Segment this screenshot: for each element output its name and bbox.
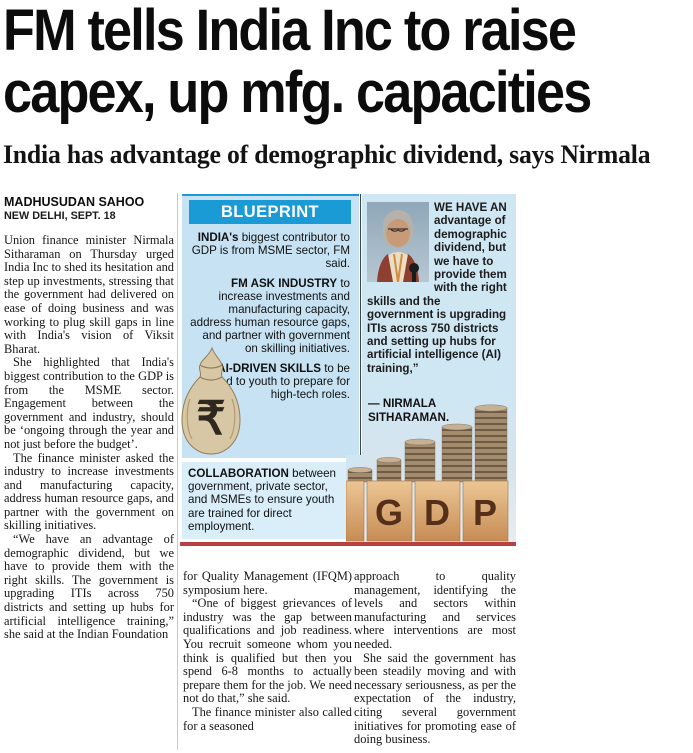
body-paragraph: for Quality Management (IFQM) symposium … [183, 569, 352, 597]
body-paragraph: “We have an advantage of demographic div… [4, 532, 174, 642]
nirmala-sitharaman-photo [367, 202, 429, 282]
body-paragraph: She said the government has been steadil… [354, 650, 516, 747]
headline-line-2-text: capex, up mfg. capacities [3, 60, 592, 125]
body-paragraph: Union finance minister Nirmala Sitharama… [4, 233, 174, 356]
quote-body: advantage of demographic dividend, but w… [367, 214, 507, 375]
body-paragraph: “One of biggest grievances of industry w… [183, 596, 352, 706]
headline-line-1-text: FM tells India Inc to raise [3, 0, 577, 63]
blueprint-item-lead: INDIA's [197, 231, 239, 244]
column-rule [177, 193, 178, 750]
quote-lead: WE HAVE AN [434, 201, 507, 214]
body-paragraph: The finance minister asked the industry … [4, 450, 174, 533]
blueprint-item-lead: AI-DRIVEN SKILLS [217, 362, 321, 375]
collaboration-box: COLLABORATION between government, privat… [182, 462, 346, 539]
blueprint-item-text: to be offered to youth to prepare for hi… [196, 362, 350, 401]
body-paragraph: The finance minister also called for a s… [183, 704, 352, 733]
blueprint-item-text: biggest contributor to GDP is from MSME … [191, 231, 350, 270]
blueprint-header: BLUEPRINT [189, 200, 351, 224]
byline-dateline: NEW DELHI, SEPT. 18 [4, 210, 116, 222]
gdp-letter-p: P [473, 492, 497, 533]
blueprint-item-text: to increase investments and manufacturin… [190, 277, 350, 355]
left-column: MADHUSUDAN SAHOO NEW DELHI, SEPT. 18 Uni… [4, 195, 174, 642]
quote-text: WE HAVE AN advantage of demographic divi… [367, 201, 510, 375]
blueprint-item: AI-DRIVEN SKILLS to be offered to youth … [190, 362, 350, 401]
panel-divider-line [360, 194, 361, 458]
blueprint-item: FM ASK INDUSTRY to increase investments … [190, 277, 350, 355]
red-divider-line [180, 542, 516, 546]
bottom-middle-column: for Quality Management (IFQM) symposium … [183, 569, 352, 733]
coin-stacks [347, 404, 508, 483]
headline-line-1: FM tells India Inc to raise [3, 0, 639, 62]
blueprint-item: INDIA's biggest contributor to GDP is fr… [190, 231, 350, 270]
headline-line-2: capex, up mfg. capacities [3, 62, 656, 124]
quote-attribution: — NIRMALA SITHARAMAN. [368, 397, 450, 424]
byline-author: MADHUSUDAN SAHOO [4, 195, 145, 209]
gdp-coins-image: G D P [346, 401, 516, 546]
rupee-symbol: ₹ [196, 392, 225, 444]
gdp-blocks: G D P [346, 480, 509, 542]
collaboration-lead: COLLABORATION [188, 467, 289, 480]
subheadline-text: India has advantage of demographic divid… [3, 139, 651, 169]
rupee-money-bag-icon: ₹ [181, 346, 241, 455]
blueprint-items: INDIA's biggest contributor to GDP is fr… [182, 224, 359, 401]
subheadline: India has advantage of demographic divid… [3, 139, 670, 170]
collaboration-text: between government, private sector, and … [188, 467, 336, 533]
body-paragraph: approach to quality management, identify… [354, 569, 516, 651]
gdp-letter-g: G [375, 492, 403, 533]
gdp-letter-d: D [424, 492, 450, 533]
bottom-right-column: approach to quality management, identify… [354, 569, 516, 747]
body-paragraph: She highlighted that India's biggest con… [4, 355, 174, 451]
blueprint-item-lead: FM ASK INDUSTRY [231, 277, 338, 290]
